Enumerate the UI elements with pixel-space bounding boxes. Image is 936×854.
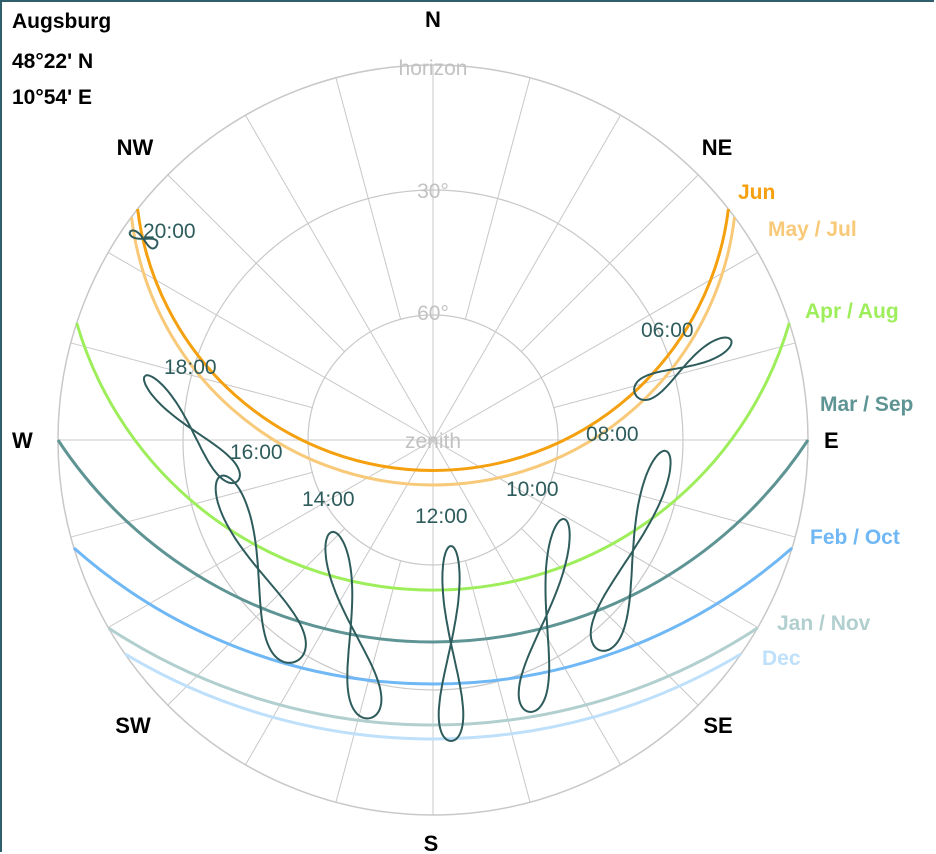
hour-label-0600: 06:00 (641, 319, 694, 342)
month-label-dec: Dec (762, 647, 801, 670)
radial-gridline (432, 439, 621, 766)
radial-gridline (167, 174, 345, 352)
month-label-feb-oct: Feb / Oct (810, 526, 900, 549)
compass-north: N (425, 7, 441, 32)
zenith-label: zenith (405, 430, 461, 453)
location-name: Augsburg (12, 10, 111, 33)
month-label-jun: Jun (738, 181, 775, 204)
analemma-2000 (128, 229, 159, 250)
compass-southwest: SW (115, 713, 151, 738)
hour-labels: 06:00 08:00 10:00 12:00 14:00 16:00 18:0… (143, 220, 694, 528)
hour-label-2000: 20:00 (143, 220, 196, 243)
month-arcs (56, 208, 810, 741)
compass-west: W (12, 428, 33, 453)
month-arc-may-jul (130, 216, 736, 487)
month-label-may-jul: May / Jul (768, 218, 857, 241)
compass-south: S (424, 831, 439, 852)
analemma-1400 (324, 530, 383, 720)
radial-gridline (432, 114, 621, 441)
radial-gridline (521, 174, 699, 352)
location-latitude: 48°22' N (12, 50, 93, 73)
radial-gridline (107, 252, 434, 441)
radial-gridline (335, 77, 402, 320)
radial-gridline (70, 342, 313, 409)
hour-label-0800: 08:00 (586, 423, 639, 446)
horizon-label: horizon (399, 57, 468, 80)
location-longitude: 10°54' E (12, 86, 92, 109)
altitude-60-label: 60° (417, 302, 449, 325)
month-label-apr-aug: Apr / Aug (805, 300, 899, 323)
analemma-0600 (633, 336, 733, 402)
radial-gridline (432, 439, 759, 628)
ring-labels: horizon 30° 60° zenith (399, 57, 468, 453)
month-label-mar-sep: Mar / Sep (820, 393, 913, 416)
month-label-jan-nov: Jan / Nov (777, 612, 871, 635)
compass-southeast: SE (703, 713, 732, 738)
radial-gridline (70, 471, 313, 538)
analemma-1200 (437, 545, 465, 743)
analemma-loops (128, 229, 733, 743)
hour-label-1600: 16:00 (230, 441, 283, 464)
radial-gridline (553, 342, 796, 409)
altitude-30-label: 30° (417, 180, 449, 203)
location-block: Augsburg 48°22' N 10°54' E (12, 10, 111, 109)
compass-northwest: NW (117, 135, 154, 160)
analemma-1600 (214, 474, 307, 664)
analemma-1800 (143, 374, 241, 485)
radial-gridline (553, 471, 796, 538)
hour-label-1400: 14:00 (302, 488, 355, 511)
month-arc-feb-oct (72, 546, 794, 686)
compass-labels: N NE E SE S SW W NW (12, 7, 839, 852)
month-arc-dec (124, 652, 742, 741)
hour-label-1000: 10:00 (506, 478, 559, 501)
month-arc-mar-sep (56, 439, 810, 644)
radial-gridline (107, 439, 434, 628)
analemma-0800 (589, 449, 672, 652)
radial-gridline (245, 114, 434, 441)
radial-gridline (464, 77, 531, 320)
month-labels: Jun May / Jul Apr / Aug Mar / Sep Feb / … (738, 181, 913, 670)
month-arc-jan-nov (107, 626, 759, 727)
compass-northeast: NE (702, 135, 733, 160)
compass-east: E (824, 428, 839, 453)
hour-label-1800: 18:00 (164, 356, 217, 379)
radial-gridline (432, 252, 759, 441)
month-arc-apr-aug (75, 322, 791, 592)
analemma-1000 (517, 518, 571, 714)
month-arc-jun (136, 208, 730, 472)
hour-label-1200: 12:00 (415, 505, 468, 528)
